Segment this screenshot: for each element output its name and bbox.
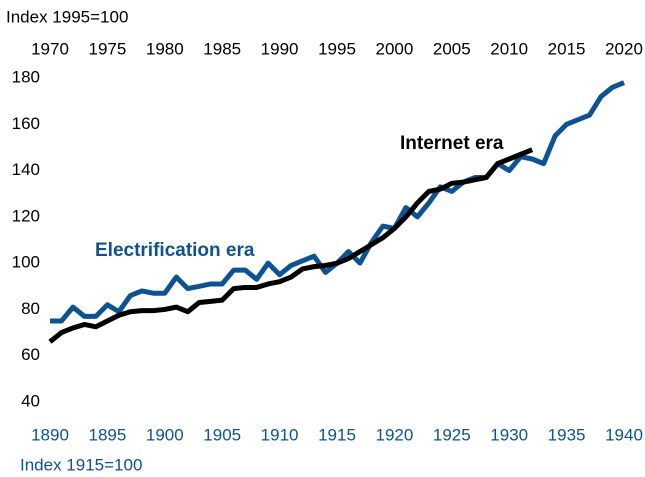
x-tick-label: 1905 [203,425,241,444]
x-tick-label: 1895 [88,425,126,444]
y-tick-label: 160 [12,114,40,133]
x-tick-label: 1900 [146,425,184,444]
x-axis-label: Index 1915=100 [20,455,142,474]
x2-tick-label: 1970 [31,39,69,58]
x2-tick-label: 1975 [88,39,126,58]
x-tick-label: 1915 [318,425,356,444]
y-tick-label: 40 [21,391,40,410]
x2-tick-label: 2010 [490,39,528,58]
series-label: Internet era [400,133,504,154]
y-tick-label: 80 [21,299,40,318]
x-tick-label: 1910 [261,425,299,444]
x-tick-label: 1890 [31,425,69,444]
x2-tick-label: 1985 [203,39,241,58]
x-tick-label: 1925 [433,425,471,444]
series-line [48,147,534,344]
x2-tick-label: 1990 [261,39,299,58]
y-tick-label: 120 [12,206,40,225]
y-tick-label: 180 [12,67,40,86]
x-tick-label: 1920 [375,425,413,444]
x2-tick-label: 2015 [548,39,586,58]
x2-tick-label: 2005 [433,39,471,58]
series-line [50,80,625,324]
x2-tick-label: 1995 [318,39,356,58]
x2-tick-label: 2000 [375,39,413,58]
x-tick-label: 1935 [548,425,586,444]
x2-tick-label: 2020 [605,39,643,58]
y-tick-label: 60 [21,345,40,364]
y-tick-label: 140 [12,160,40,179]
x-tick-label: 1940 [605,425,643,444]
y-axis-label: Index 1995=100 [6,7,128,26]
x-tick-label: 1930 [490,425,528,444]
x2-tick-label: 1980 [146,39,184,58]
y-tick-label: 100 [12,253,40,272]
series-label: Electrification era [95,240,255,261]
